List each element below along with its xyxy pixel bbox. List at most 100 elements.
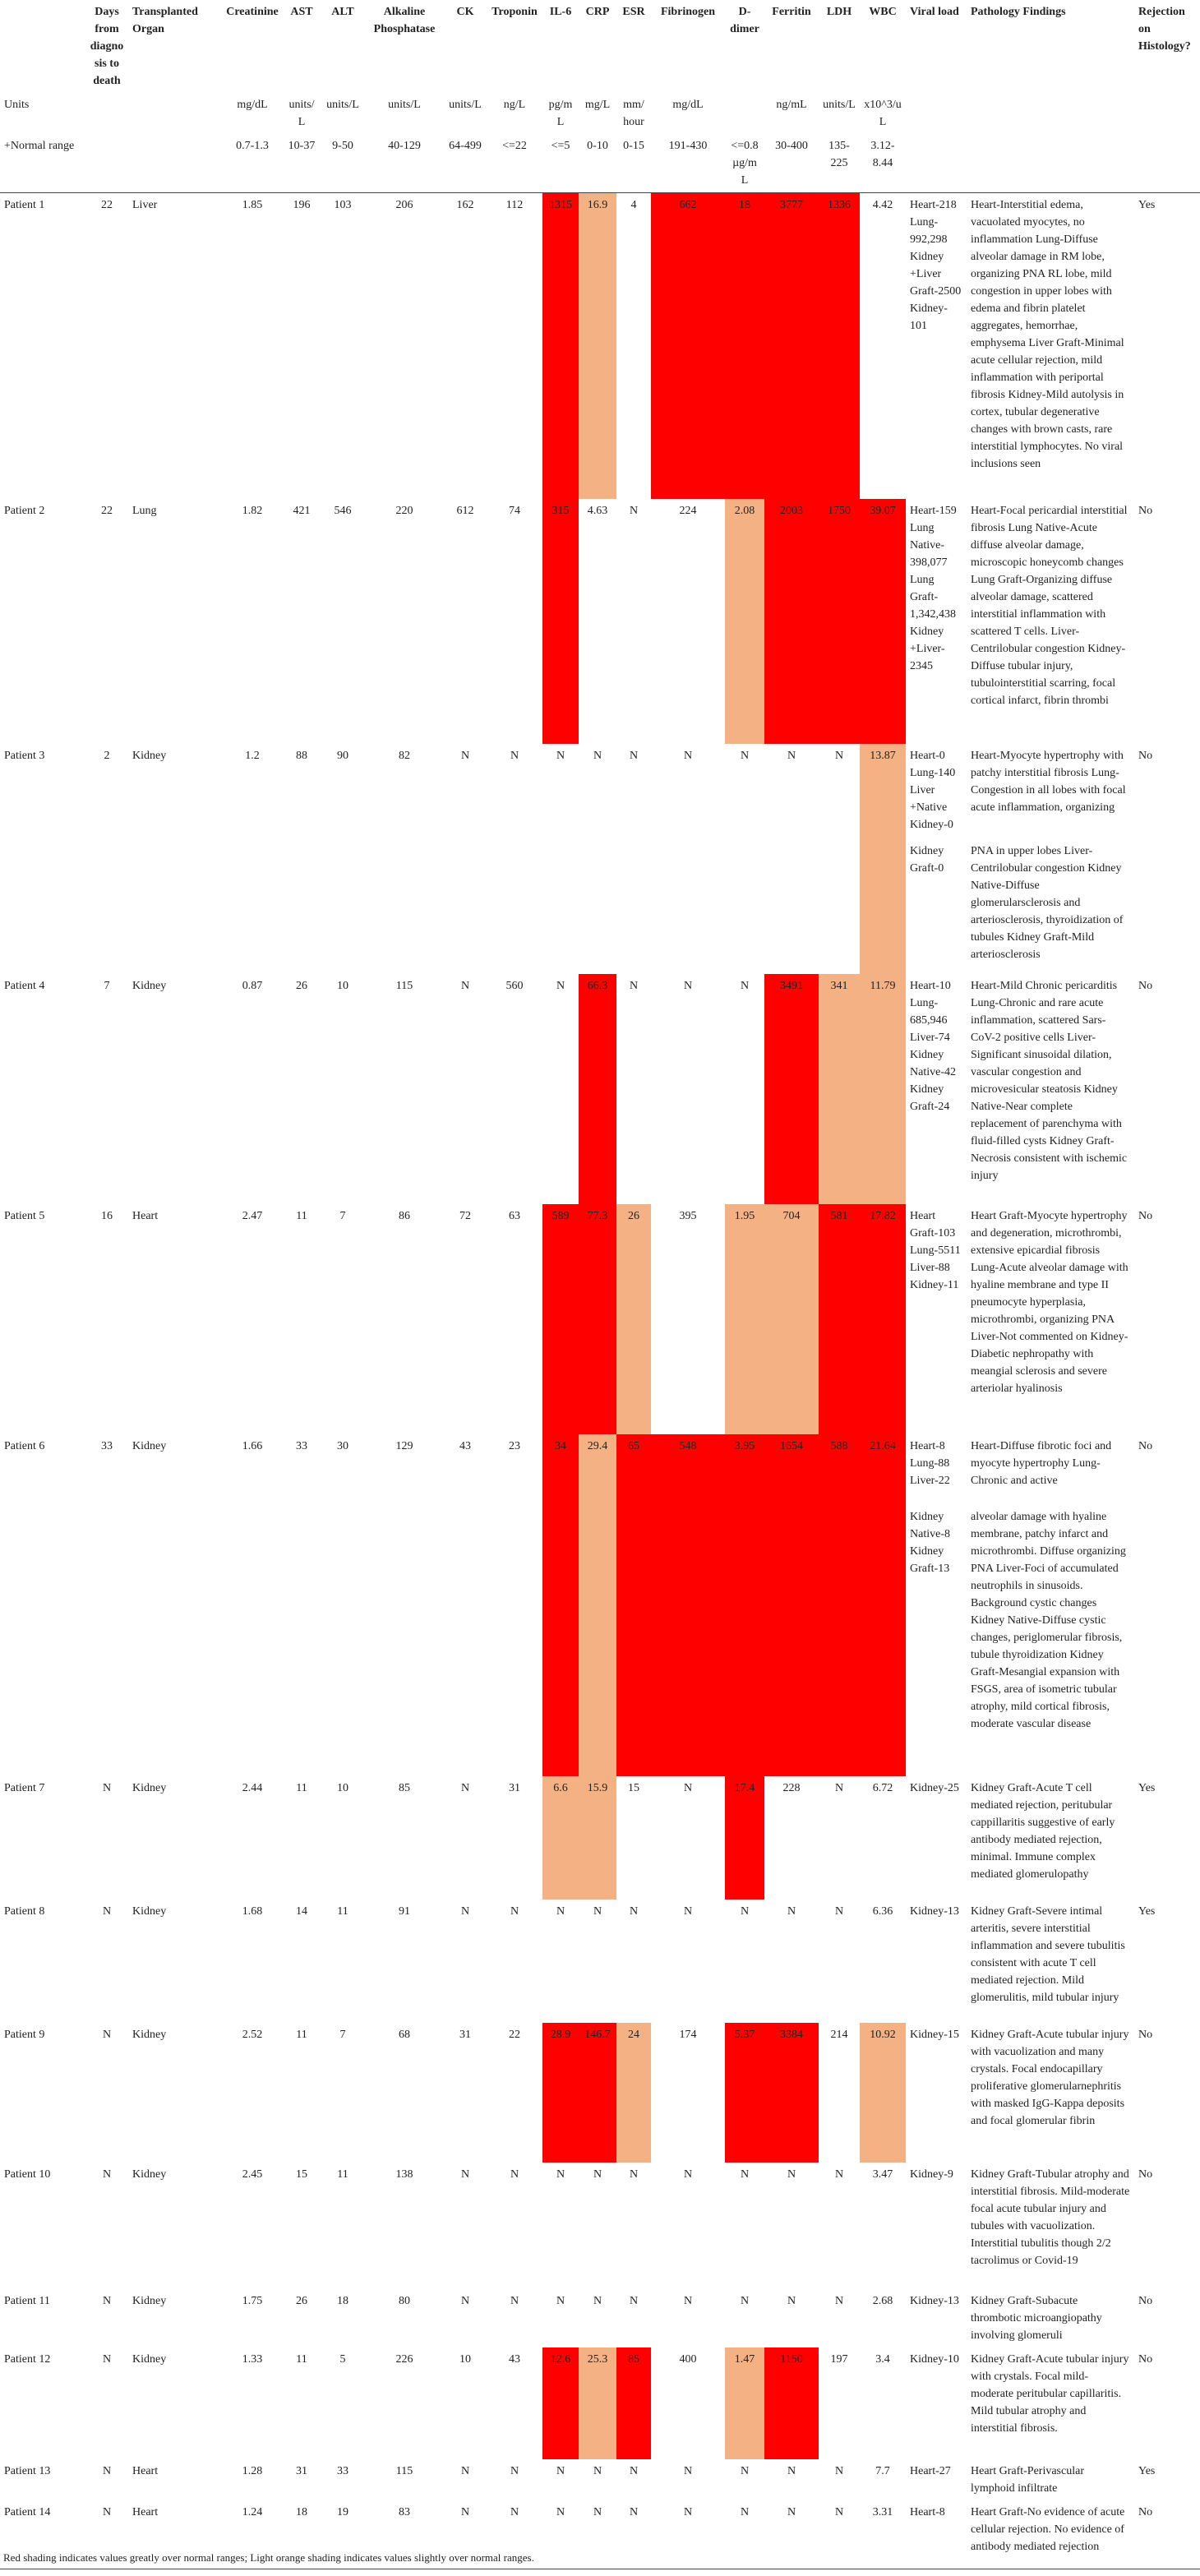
header-cell: 135-225 (819, 134, 860, 193)
table-cell: 206 (395, 199, 413, 211)
table-cell: N (542, 2500, 579, 2569)
table-cell: N (102, 2294, 112, 2307)
table-cell (725, 1504, 764, 1776)
table-cell: 28.9 (542, 2022, 579, 2163)
header-cell: D-dimer (730, 6, 759, 35)
table-cell: 2.45 (242, 2167, 263, 2181)
table-cell (85, 839, 128, 974)
table-cell (128, 839, 222, 974)
header-cell: ng/mL (776, 99, 807, 111)
table-cell: N (102, 1904, 112, 1918)
header-cell: 40-129 (365, 134, 444, 193)
table-cell: 11.79 (860, 973, 906, 1204)
table-row: Patient 14 N Heart 1.24 18 19 83 N N N N N N N N N 3.31 H… (0, 2500, 1200, 2569)
table-cell: 3.4 (875, 2352, 890, 2366)
table-cell: 226 (395, 2352, 413, 2366)
table-cell: 228 (782, 1781, 801, 1794)
header-cell (906, 93, 967, 134)
table-cell: 1750 (819, 498, 860, 744)
table-cell: 1.75 (242, 2294, 263, 2307)
header-cell: 64-499 (444, 134, 487, 193)
table-cell: 589 (542, 1203, 579, 1434)
table-cell: 115 (395, 2464, 413, 2477)
table-cell: N (85, 2500, 128, 2569)
table-cell (860, 838, 906, 974)
table-cell: 31 (296, 2464, 307, 2477)
table-cell: 1.24 (222, 2500, 283, 2569)
header-cell: mm/hour (623, 99, 644, 128)
table-cell (764, 1504, 819, 1776)
table-cell: 7 (339, 1209, 346, 1222)
table-cell: N (683, 2294, 693, 2307)
table-cell: 214 (830, 2028, 848, 2041)
table-cell: N (510, 2294, 519, 2307)
table-cell: N (616, 2500, 651, 2569)
table-cell: N (556, 2294, 565, 2307)
table-cell: Liver (132, 199, 158, 211)
table-cell: Heart-Interstitial edema, vacuolated myo… (971, 199, 1124, 470)
table-cell: Heart-8 Lung-88 Liver-22 (910, 1439, 950, 1487)
table-cell (321, 839, 365, 974)
table-cell: No (1138, 1439, 1153, 1452)
table-cell: 197 (830, 2352, 848, 2366)
header-cell (906, 134, 967, 193)
table-cell: Yes (1138, 199, 1156, 211)
table-cell: N (819, 2500, 860, 2569)
table-cell: 1.47 (725, 2347, 764, 2459)
table-cell: Heart-10 Lung-685,946 Liver-74 Kidney Na… (910, 979, 956, 1113)
table-cell (321, 1505, 365, 1776)
table-cell: 0.87 (242, 979, 263, 992)
table-cell: 146.7 (579, 2022, 616, 2163)
table-cell: 6.6 (542, 1775, 579, 1900)
table-cell: N (834, 1904, 844, 1918)
table-cell: Patient 7 (4, 1781, 45, 1794)
table-cell: 16.9 (579, 192, 616, 499)
table-cell: 82 (399, 749, 410, 762)
table-cell: Kidney (132, 1439, 167, 1452)
header-cell: units/L (326, 99, 359, 111)
table-cell: N (764, 2500, 819, 2569)
table-cell: Kidney (132, 2294, 167, 2307)
table-cell (860, 1504, 906, 1776)
header-cell (128, 134, 222, 193)
table-cell: Heart Graft-Perivascular lymphoid infilt… (971, 2464, 1084, 2495)
table-cell: Kidney (132, 2167, 167, 2181)
table-cell: 2.44 (242, 1781, 263, 1794)
table-cell: No (1138, 2167, 1153, 2181)
table-cell: N (593, 2167, 602, 2181)
table-cell: 2 (104, 749, 110, 762)
table-cell: 4.63 (587, 504, 608, 517)
table-cell: No (1138, 504, 1153, 517)
table-cell: Kidney Native-8 Kidney Graft-13 (910, 1510, 950, 1575)
table-cell: Heart Graft-Myocyte hypertrophy and dege… (971, 1209, 1128, 1395)
table-cell: 86 (399, 1209, 410, 1222)
table-row: Patient 4 7 Kidney 0.87 26 10 115 N 560 N 66.3 N N N 3… (0, 973, 1200, 1204)
header-cell: units/L (388, 99, 421, 111)
table-cell (1134, 839, 1200, 974)
table-cell: 19 (321, 2500, 365, 2569)
header-row: Days from diagnosis to death Transplanted… (0, 0, 1200, 93)
table-cell: N (556, 749, 565, 762)
table-cell: 1.33 (242, 2352, 263, 2366)
table-cell: 10 (337, 979, 348, 992)
table-cell: 5.37 (725, 2022, 764, 2163)
table-cell: Patient 14 (0, 2500, 85, 2569)
table-cell: N (740, 749, 750, 762)
table-cell: 17.82 (860, 1203, 906, 1434)
table-cell: N (787, 1904, 796, 1918)
table-cell: 12.6 (542, 2347, 579, 2459)
table-cell: 22 (101, 199, 113, 211)
table-cell (616, 839, 651, 974)
table-row: Patient 3 2 Kidney 1.2 88 90 82 N N N N N N N N N 13.87 H… (0, 743, 1200, 839)
table-cell: N (629, 2167, 639, 2181)
table-cell: 2003 (764, 498, 819, 744)
table-cell: 11 (296, 2352, 307, 2366)
header-cell: 3.12-8.44 (860, 134, 906, 193)
table-cell: 588 (819, 1433, 860, 1505)
table-cell: 22 (509, 2028, 520, 2041)
table-cell: N (834, 749, 844, 762)
header-cell: pg/mL (548, 99, 573, 128)
table-cell: N (740, 1904, 750, 1918)
table-row: Patient 8 N Kidney 1.68 14 11 91 N N N N N N N N N 6.36 K… (0, 1900, 1200, 2023)
